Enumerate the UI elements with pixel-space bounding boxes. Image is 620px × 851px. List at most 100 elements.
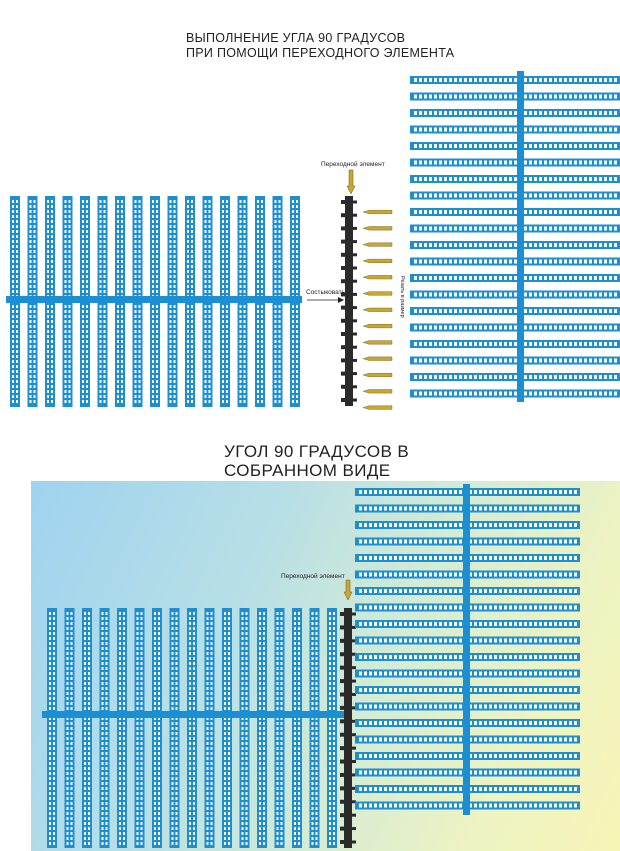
- top-horizontal-strip-slot: [524, 96, 527, 99]
- bottom-horizontal-strip-slot: [494, 506, 497, 509]
- top-vertical-strip-slot: [64, 335, 67, 338]
- top-transition-element-tooth: [341, 252, 346, 257]
- top-vertical-strip-slot: [274, 245, 277, 248]
- bottom-vertical-strip-slot: [136, 802, 139, 805]
- top-horizontal-strip-slot: [504, 228, 507, 231]
- top-horizontal-strip-slot: [539, 212, 542, 214]
- bottom-vertical-strip-slot: [136, 817, 139, 820]
- top-horizontal-strip-slot: [484, 261, 487, 264]
- bottom-vertical-strip-slot: [276, 817, 279, 820]
- top-vertical-strip-slot: [169, 370, 172, 373]
- top-horizontal-strip-slot: [574, 210, 577, 212]
- top-vertical-strip-slot: [51, 400, 53, 403]
- top-horizontal-strip-slot: [599, 261, 602, 264]
- top-horizontal-strip-slot: [564, 292, 567, 295]
- bottom-vertical-strip-slot: [228, 747, 230, 750]
- top-vertical-strip-slot: [152, 375, 154, 378]
- bottom-vertical-strip-slot: [329, 717, 331, 720]
- top-vertical-strip-slot: [204, 330, 207, 333]
- top-horizontal-strip-slot: [429, 294, 432, 297]
- top-horizontal-strip-slot: [469, 309, 472, 311]
- top-horizontal-strip-slot: [584, 210, 587, 212]
- top-horizontal-strip-slot: [534, 276, 537, 278]
- top-vertical-strip-slot: [274, 355, 277, 358]
- top-horizontal-strip-slot: [559, 261, 562, 264]
- top-horizontal-strip-slot: [584, 80, 587, 82]
- bottom-vertical-strip-slot: [154, 842, 156, 845]
- top-horizontal-strip-slot: [454, 375, 457, 377]
- top-horizontal-strip-slot: [449, 195, 452, 198]
- bottom-horizontal-strip-slot: [574, 506, 577, 509]
- top-vertical-strip-slot: [86, 390, 88, 393]
- bottom-vertical-strip-slot: [140, 762, 143, 765]
- top-horizontal-strip-slot: [589, 294, 592, 297]
- top-horizontal-strip-slot: [559, 129, 562, 132]
- top-vertical-strip-slot: [68, 355, 71, 358]
- top-vertical-strip-slot: [51, 310, 53, 313]
- top-vertical-strip-slot: [204, 305, 207, 308]
- top-horizontal-strip-slot: [584, 393, 587, 396]
- top-horizontal-strip-slot: [464, 276, 467, 278]
- top-horizontal-strip-slot: [554, 325, 557, 328]
- top-horizontal-strip-slot: [444, 377, 447, 379]
- bottom-vertical-strip-slot: [276, 822, 279, 825]
- top-vertical-strip-slot: [64, 250, 67, 253]
- top-horizontal-strip-slot: [509, 226, 512, 229]
- top-vertical-strip-slot: [257, 355, 259, 358]
- bottom-vertical-strip-slot: [175, 707, 178, 710]
- top-horizontal-strip-slot: [594, 327, 597, 330]
- bottom-vertical-strip-slot: [259, 747, 261, 750]
- top-vertical-strip-slot: [33, 355, 36, 358]
- bottom-vertical-strip-slot: [154, 722, 156, 725]
- bottom-vertical-strip-slot: [70, 657, 73, 660]
- top-vertical-strip-slot: [257, 225, 259, 228]
- top-vertical-strip-slot: [138, 250, 141, 253]
- top-horizontal-strip-slot: [444, 391, 447, 394]
- top-horizontal-strip-slot: [419, 179, 422, 181]
- top-vertical-strip-slot: [226, 220, 228, 223]
- top-horizontal-strip-slot: [444, 294, 447, 297]
- bottom-vertical-strip-slot: [123, 612, 125, 615]
- top-horizontal-strip-slot: [594, 96, 597, 99]
- top-horizontal-strip-slot: [474, 342, 477, 344]
- top-horizontal-strip-slot: [459, 146, 462, 148]
- top-vertical-strip-slot: [68, 210, 71, 213]
- bottom-vertical-strip-slot: [123, 627, 125, 630]
- bottom-vertical-strip-slot: [101, 762, 104, 765]
- bottom-horizontal-strip-slot: [419, 492, 422, 494]
- bottom-vertical-strip-slot: [175, 792, 178, 795]
- top-horizontal-strip-slot: [534, 309, 537, 311]
- top-vertical-strip-slot: [222, 375, 224, 378]
- top-horizontal-strip-slot: [569, 309, 572, 311]
- top-horizontal-strip-slot: [579, 391, 582, 394]
- bottom-vertical-strip-slot: [70, 752, 73, 755]
- bottom-horizontal-strip-slot: [389, 506, 392, 509]
- top-transition-element-tooth: [341, 384, 346, 389]
- bottom-horizontal-strip-slot: [524, 506, 527, 509]
- top-horizontal-strip-slot: [544, 210, 547, 212]
- bottom-vertical-strip-slot: [175, 692, 178, 695]
- top-vertical-strip-slot: [99, 385, 102, 388]
- bottom-vertical-strip-slot: [49, 717, 51, 720]
- bottom-vertical-strip-slot: [140, 772, 143, 775]
- bottom-vertical-strip-slot: [228, 707, 230, 710]
- bottom-horizontal-strip-slot: [494, 492, 497, 494]
- bottom-vertical-strip-slot: [101, 842, 104, 845]
- bottom-vertical-strip-slot: [329, 612, 331, 615]
- bottom-vertical-strip-slot: [171, 647, 174, 650]
- top-vertical-strip-slot: [257, 315, 259, 318]
- top-horizontal-strip-slot: [484, 327, 487, 330]
- top-vertical-strip-slot: [51, 330, 53, 333]
- top-horizontal-strip-slot: [489, 294, 492, 297]
- top-vertical-strip-slot: [117, 355, 119, 358]
- top-vertical-strip-slot: [33, 245, 36, 248]
- top-horizontal-strip-slot: [574, 111, 577, 113]
- bottom-horizontal-strip-slot: [419, 523, 422, 525]
- top-horizontal-strip-slot: [479, 391, 482, 394]
- top-horizontal-strip-slot: [554, 344, 557, 346]
- top-vertical-strip-slot: [278, 210, 281, 213]
- bottom-vertical-strip-slot: [329, 802, 331, 805]
- top-vertical-strip-slot: [243, 345, 246, 348]
- bottom-vertical-strip-slot: [206, 662, 209, 665]
- top-vertical-strip-slot: [68, 335, 71, 338]
